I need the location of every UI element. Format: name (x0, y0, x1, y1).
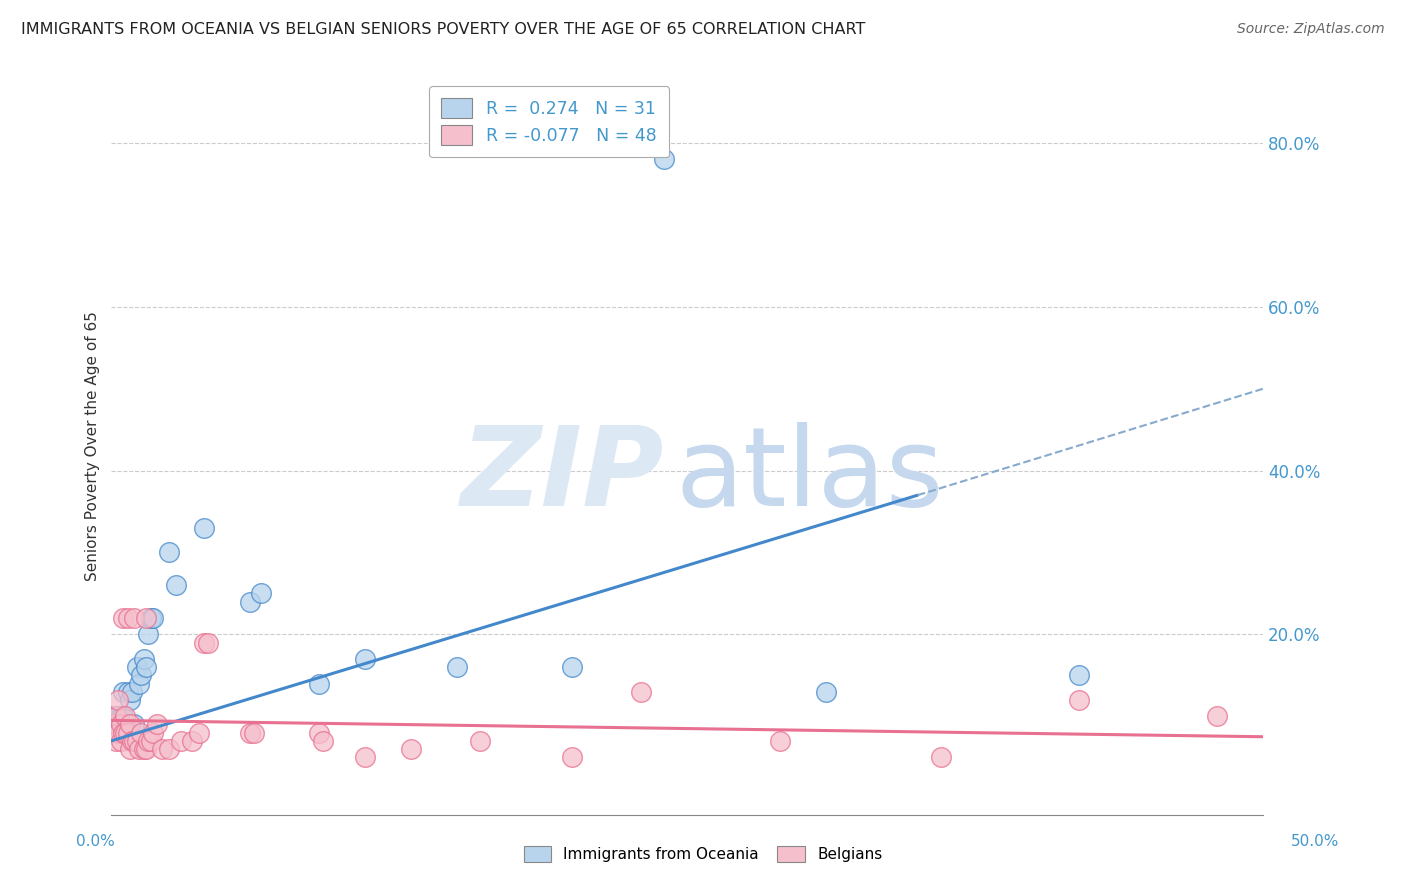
Point (353, 652, 375, 666)
Point (135, 660, 157, 674)
Point (128, 742, 150, 756)
Point (142, 725, 165, 739)
Point (239, 725, 262, 739)
Text: 0.0%: 0.0% (76, 834, 115, 848)
Point (243, 725, 266, 739)
Point (308, 676, 330, 690)
Point (132, 742, 155, 756)
Point (768, 734, 790, 748)
Point (188, 725, 211, 739)
Point (169, 734, 191, 748)
Point (132, 652, 155, 666)
Point (197, 635, 219, 649)
Point (308, 725, 330, 739)
Point (110, 709, 132, 723)
Point (114, 717, 136, 731)
Point (117, 725, 139, 739)
Point (814, 684, 837, 698)
Point (353, 750, 375, 764)
Point (111, 709, 134, 723)
Point (125, 660, 148, 674)
Y-axis label: Seniors Poverty Over the Age of 65: Seniors Poverty Over the Age of 65 (86, 311, 100, 581)
Point (399, 742, 422, 756)
Point (125, 734, 148, 748)
Point (136, 734, 159, 748)
Point (114, 725, 136, 739)
Point (146, 717, 169, 731)
Point (1206, 709, 1229, 723)
Point (117, 611, 139, 625)
Text: atlas: atlas (676, 422, 945, 529)
Point (118, 693, 141, 707)
Point (157, 742, 180, 756)
Point (107, 709, 129, 723)
Point (107, 725, 129, 739)
Text: Source: ZipAtlas.com: Source: ZipAtlas.com (1237, 22, 1385, 37)
Point (250, 586, 273, 600)
Point (110, 734, 132, 748)
Point (111, 611, 134, 625)
Legend: R =  0.274   N = 31, R = -0.077   N = 48: R = 0.274 N = 31, R = -0.077 N = 48 (429, 87, 669, 158)
Point (118, 742, 141, 756)
Point (165, 578, 187, 592)
Point (561, 660, 583, 674)
Point (135, 742, 157, 756)
Point (312, 734, 335, 748)
Point (468, 734, 491, 748)
Point (111, 725, 134, 739)
Point (107, 693, 129, 707)
Text: 50.0%: 50.0% (1291, 834, 1339, 848)
Point (150, 742, 173, 756)
Point (131, 725, 153, 739)
Point (110, 717, 132, 731)
Point (128, 676, 150, 690)
Point (561, 750, 583, 764)
Point (105, 717, 128, 731)
Point (135, 611, 157, 625)
Point (446, 660, 468, 674)
Point (630, 684, 652, 698)
Point (193, 521, 215, 535)
Point (1067, 693, 1090, 707)
Point (124, 734, 146, 748)
Point (124, 611, 146, 625)
Point (181, 734, 204, 748)
Point (114, 709, 136, 723)
Point (121, 734, 143, 748)
Point (105, 734, 128, 748)
Point (139, 611, 162, 625)
Point (105, 709, 128, 723)
Legend: Immigrants from Oceania, Belgians: Immigrants from Oceania, Belgians (517, 840, 889, 868)
Point (121, 684, 143, 698)
Text: ZIP: ZIP (461, 422, 665, 529)
Point (193, 635, 215, 649)
Point (157, 545, 180, 559)
Point (1067, 668, 1090, 682)
Point (117, 684, 139, 698)
Point (929, 750, 952, 764)
Point (124, 717, 146, 731)
Point (118, 717, 141, 731)
Point (239, 594, 262, 608)
Point (111, 684, 134, 698)
Point (103, 717, 125, 731)
Point (142, 611, 165, 625)
Point (139, 734, 162, 748)
Point (103, 709, 125, 723)
Point (654, 153, 676, 167)
Point (136, 627, 159, 641)
Point (131, 668, 153, 682)
Text: IMMIGRANTS FROM OCEANIA VS BELGIAN SENIORS POVERTY OVER THE AGE OF 65 CORRELATIO: IMMIGRANTS FROM OCEANIA VS BELGIAN SENIO… (21, 22, 866, 37)
